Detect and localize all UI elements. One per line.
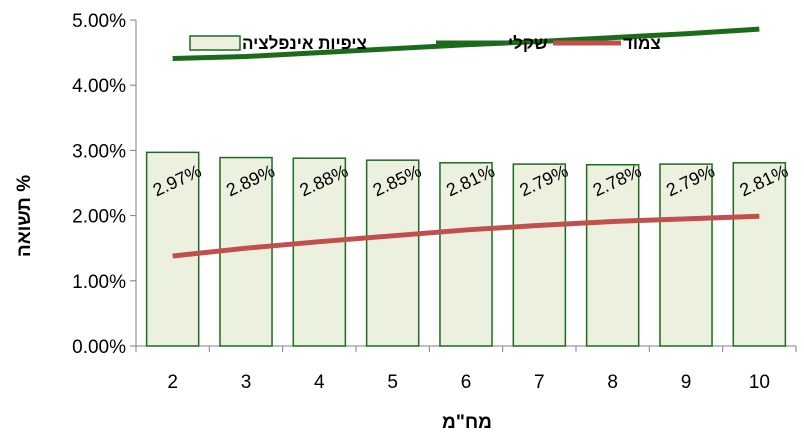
bar bbox=[439, 162, 493, 347]
y-axis-ticks: 0.00% 1.00% 2.00% 3.00% 4.00% 5.00% bbox=[72, 11, 136, 358]
legend-swatch-inflation bbox=[189, 35, 241, 51]
legend-item-indexed: צמוד bbox=[553, 34, 661, 53]
x-tick-label: 6 bbox=[461, 372, 472, 393]
bar bbox=[512, 163, 567, 347]
y-tick-label: 1.00% bbox=[72, 272, 126, 293]
y-axis-title: תשואה % bbox=[14, 175, 35, 257]
line-indexed bbox=[172, 213, 760, 259]
legend-label-inflation: ציפיות אינפלציה bbox=[242, 34, 367, 53]
bar bbox=[145, 151, 200, 347]
bar bbox=[585, 163, 640, 347]
y-tick-label: 0.00% bbox=[72, 337, 126, 358]
legend-label-nominal: שקלי bbox=[508, 34, 548, 53]
y-tick-label: 3.00% bbox=[72, 141, 126, 162]
bar bbox=[365, 159, 420, 347]
x-axis-ticks: 2 3 4 5 6 7 8 9 10 bbox=[135, 346, 797, 393]
y-tick-label: 4.00% bbox=[72, 76, 126, 97]
x-tick-label: 10 bbox=[749, 372, 770, 393]
x-tick-label: 2 bbox=[167, 372, 178, 393]
y-tick-label: 5.00% bbox=[72, 11, 126, 32]
plot-area: 0.00% 1.00% 2.00% 3.00% 4.00% 5.00% 2 3 4 5 6 7 8 9 1… bbox=[72, 11, 797, 393]
x-tick-label: 8 bbox=[607, 372, 618, 393]
x-tick-label: 4 bbox=[314, 372, 325, 393]
x-tick-label: 9 bbox=[681, 372, 692, 393]
x-tick-label: 7 bbox=[534, 372, 545, 393]
x-axis-title: מח"מ bbox=[442, 412, 492, 433]
legend-item-inflation: ציפיות אינפלציה bbox=[189, 34, 367, 53]
bar bbox=[659, 163, 713, 347]
legend: ציפיות אינפלציה שקלי צמוד bbox=[189, 34, 661, 53]
x-tick-label: 5 bbox=[387, 372, 398, 393]
legend-label-indexed: צמוד bbox=[623, 34, 661, 53]
x-tick-label: 3 bbox=[241, 372, 252, 393]
legend-item-nominal: שקלי bbox=[436, 34, 548, 53]
bar bbox=[292, 157, 347, 347]
bar bbox=[732, 162, 787, 347]
y-tick-label: 2.00% bbox=[72, 207, 126, 228]
